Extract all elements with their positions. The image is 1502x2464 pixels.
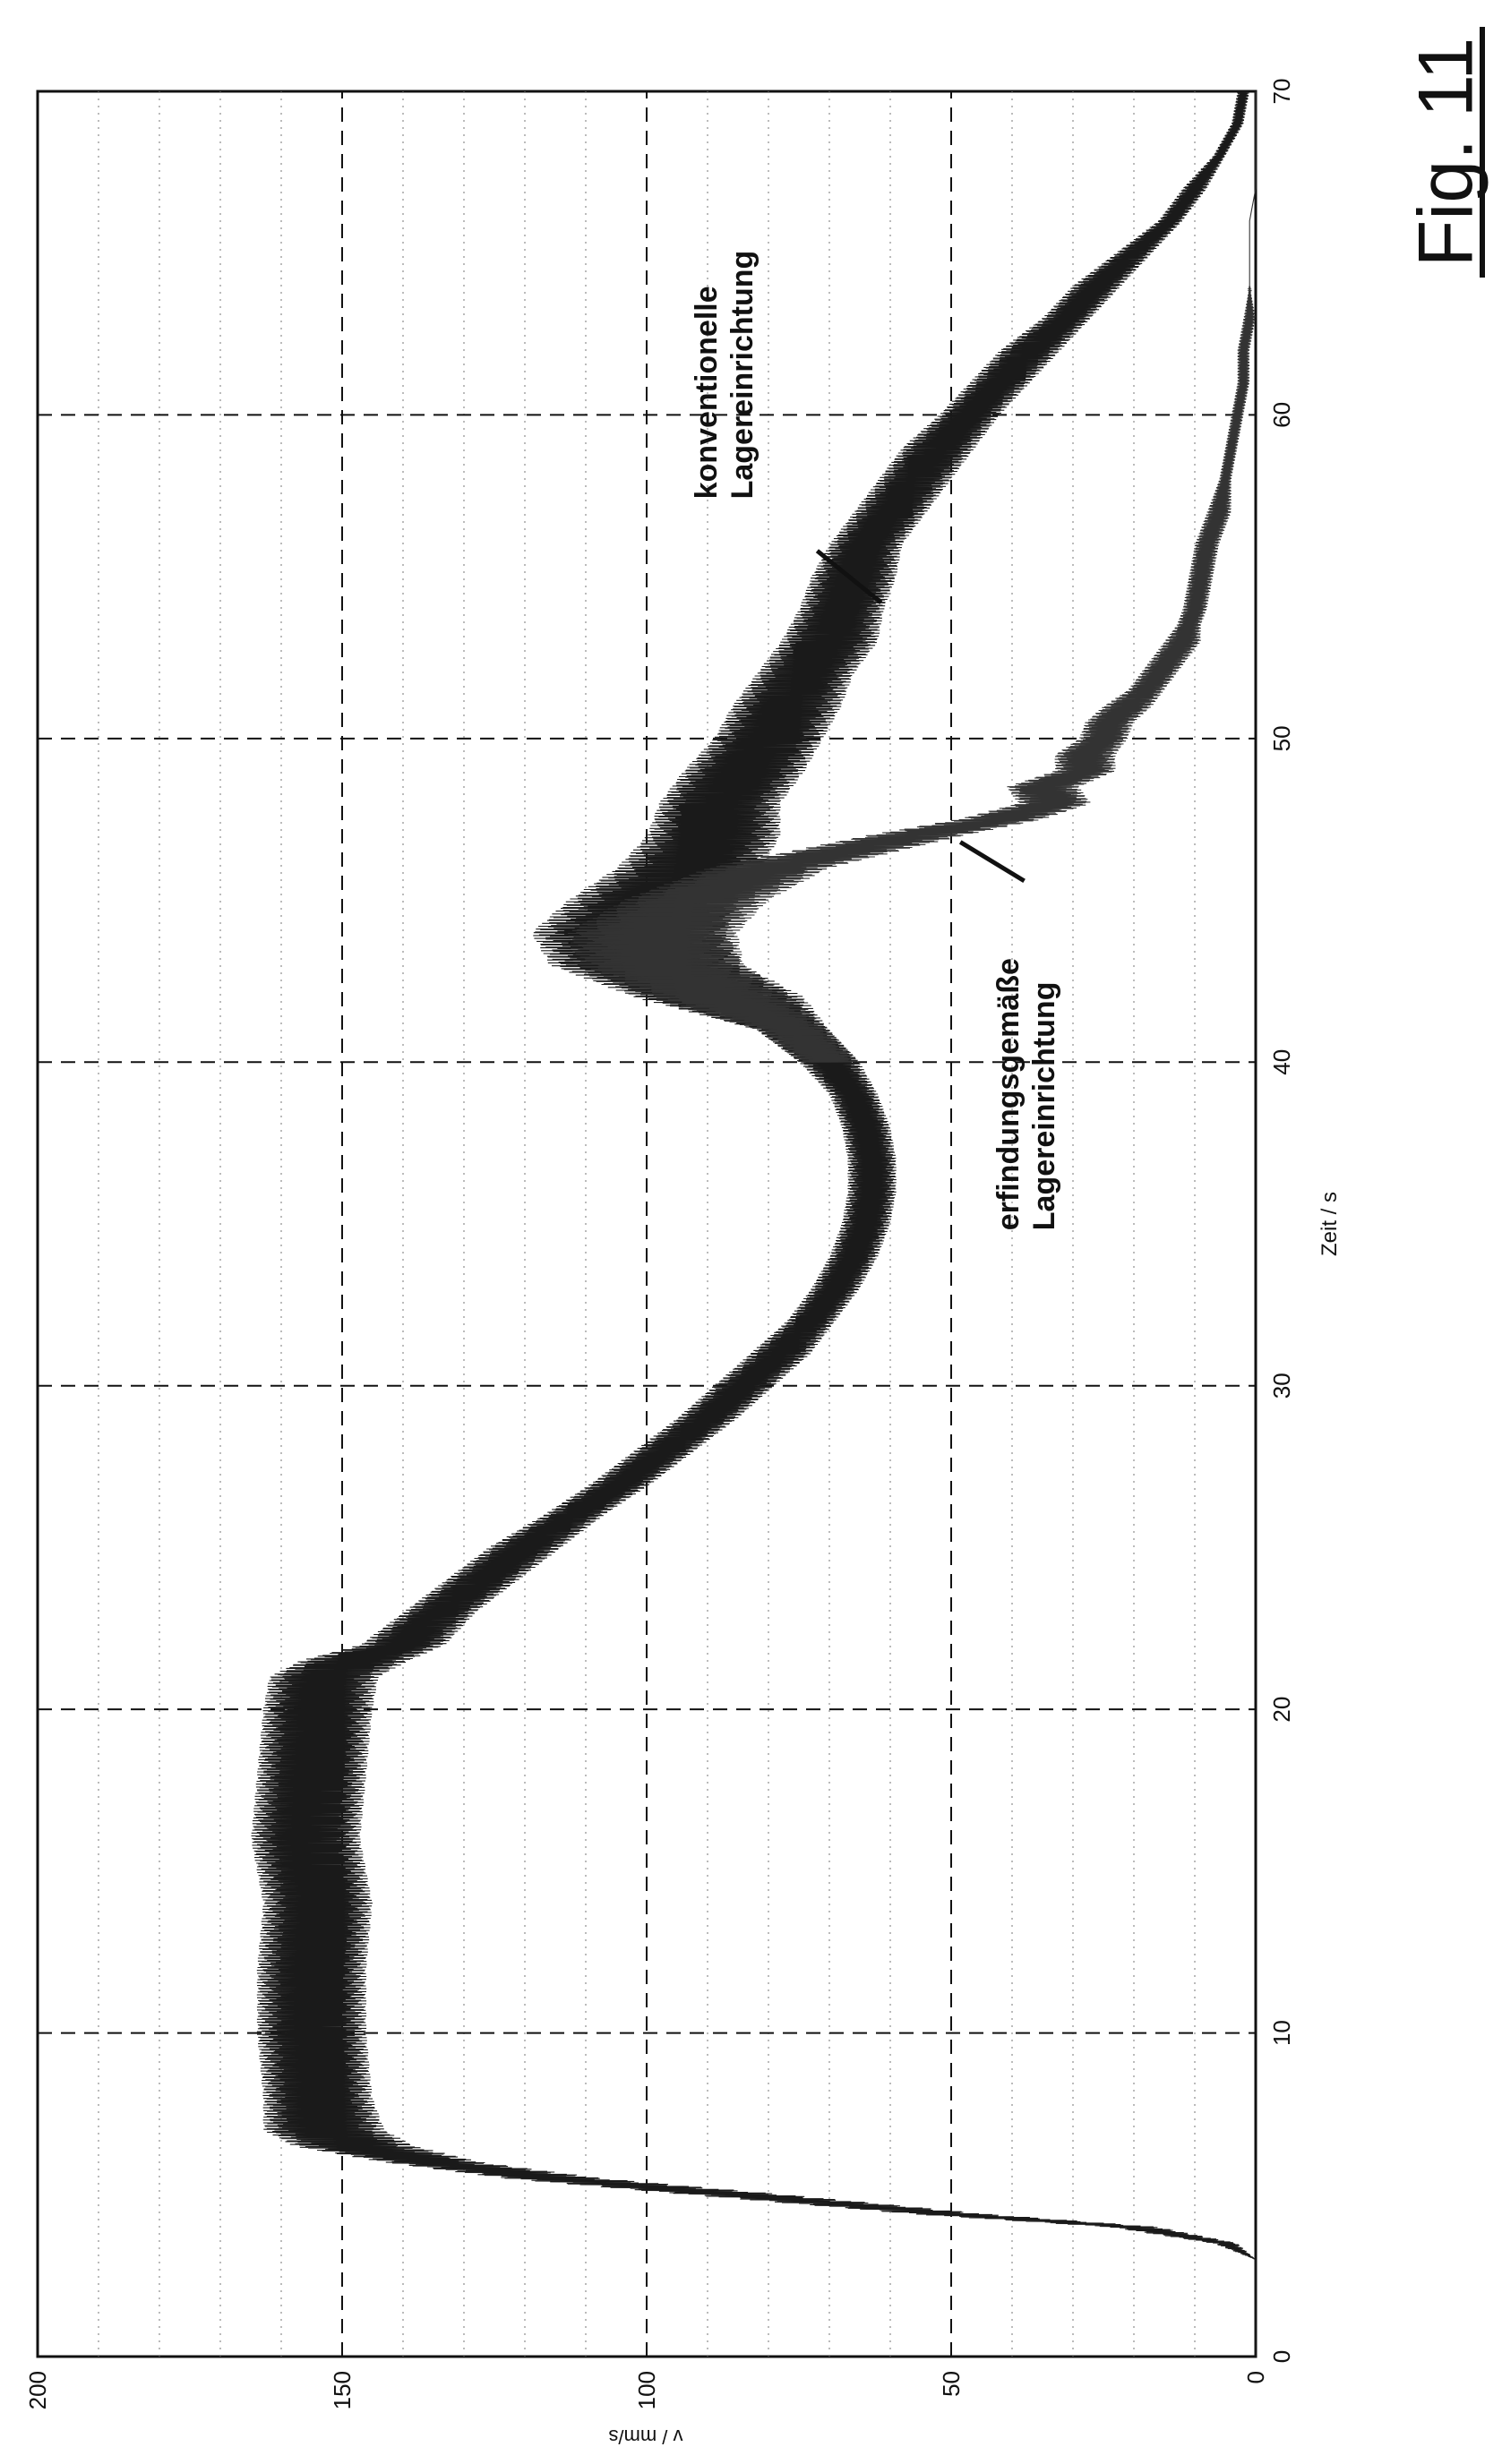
x-tick-label: 0 [1268, 2350, 1295, 2363]
x-tick-label: 30 [1268, 1373, 1295, 1399]
x-tick-label: 60 [1268, 402, 1295, 428]
figure-label-text: Fig. 11 [1403, 38, 1491, 268]
x-tick-label: 50 [1268, 725, 1295, 751]
y-axis-label-group: v / mm/s [608, 2426, 682, 2448]
x-tick-label: 20 [1268, 1697, 1295, 1723]
y-tick-labels: 0 50 100 150 200 [24, 2371, 1269, 2409]
annotation-label: erfindungsgemäße [991, 958, 1026, 1230]
annotation-label: Lagereinrichtung [1027, 982, 1061, 1231]
y-tick-label: 100 [633, 2371, 660, 2409]
annotation-label: konventionelle [690, 286, 724, 499]
x-axis-label: Zeit / s [1317, 1192, 1342, 1256]
x-tick-label: 70 [1268, 79, 1295, 105]
figure-label-underline [1480, 27, 1485, 278]
annotation-leader-line [960, 843, 1024, 881]
y-tick-label: 200 [24, 2371, 51, 2409]
x-tick-label: 10 [1268, 2020, 1295, 2046]
y-tick-label: 150 [329, 2371, 356, 2409]
y-tick-label: 50 [938, 2371, 965, 2397]
x-tick-label: 40 [1268, 1049, 1295, 1075]
y-axis-label: v / mm/s [608, 2426, 682, 2448]
x-tick-labels: 0 10 20 30 40 50 60 70 [1268, 79, 1295, 2364]
y-tick-label: 0 [1242, 2371, 1269, 2383]
chart-root: 0 10 20 30 40 50 60 70 0 50 100 150 200 Zeit / s v … [24, 79, 1342, 2448]
annotation-label: Lagereinrichtung [725, 251, 760, 500]
